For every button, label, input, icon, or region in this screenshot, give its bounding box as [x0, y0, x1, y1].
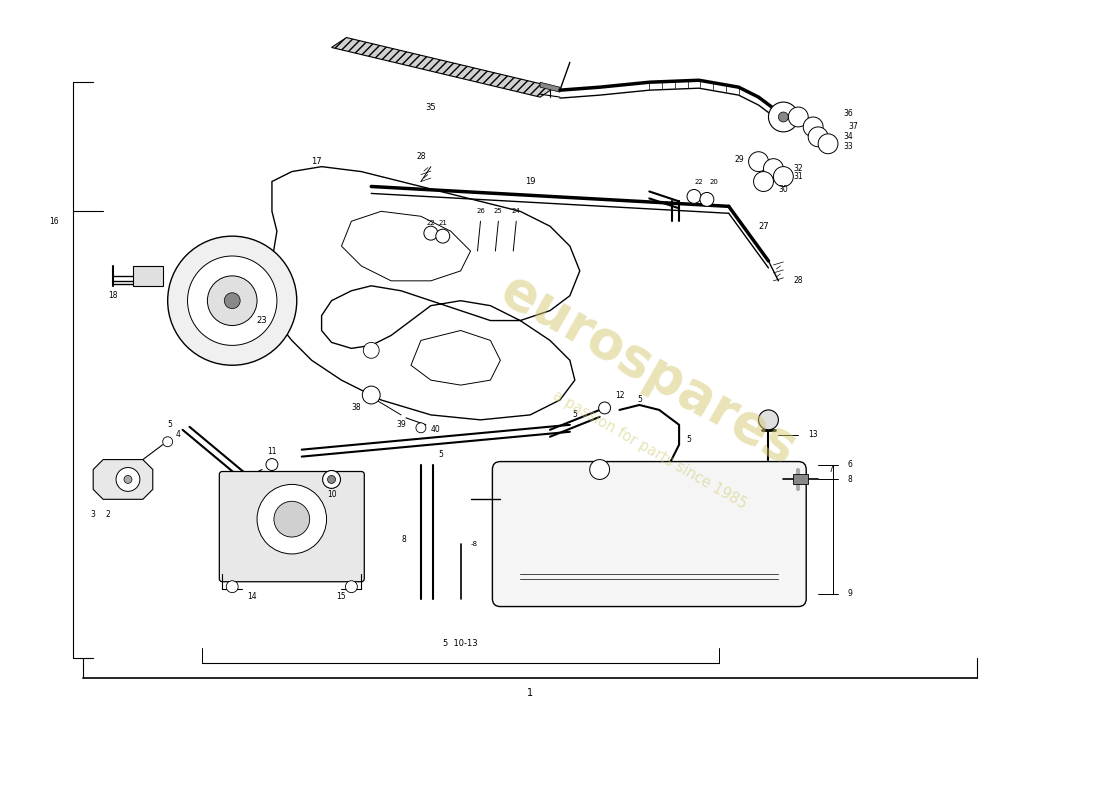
Text: 16: 16: [48, 217, 58, 226]
Circle shape: [266, 458, 278, 470]
Text: 28: 28: [416, 152, 426, 162]
Text: 18: 18: [108, 291, 118, 300]
Polygon shape: [94, 459, 153, 499]
Circle shape: [224, 293, 240, 309]
FancyBboxPatch shape: [219, 471, 364, 582]
Text: 24: 24: [512, 208, 520, 214]
Circle shape: [124, 475, 132, 483]
Circle shape: [208, 276, 257, 326]
Circle shape: [749, 152, 769, 171]
Circle shape: [328, 475, 336, 483]
Text: 7: 7: [828, 465, 833, 474]
Text: 20: 20: [710, 178, 718, 185]
Text: 14: 14: [248, 592, 257, 601]
Text: 9: 9: [848, 589, 852, 598]
Text: 3: 3: [91, 510, 96, 518]
Text: 5: 5: [572, 410, 578, 419]
Text: 17: 17: [311, 157, 322, 166]
Text: 37: 37: [848, 122, 858, 131]
FancyBboxPatch shape: [493, 462, 806, 606]
Text: 19: 19: [525, 177, 536, 186]
Circle shape: [227, 581, 239, 593]
Text: 27: 27: [758, 222, 769, 230]
Text: 30: 30: [779, 185, 789, 194]
Text: 8: 8: [402, 534, 406, 543]
Text: 32: 32: [793, 164, 803, 173]
Polygon shape: [133, 266, 163, 286]
Circle shape: [598, 402, 611, 414]
Polygon shape: [411, 330, 500, 385]
Text: 38: 38: [352, 403, 361, 413]
Circle shape: [759, 410, 779, 430]
Text: 40: 40: [431, 426, 441, 434]
Circle shape: [700, 193, 714, 206]
Text: 5: 5: [637, 395, 641, 405]
Text: 39: 39: [396, 420, 406, 430]
Text: 12: 12: [615, 390, 625, 399]
Circle shape: [274, 502, 310, 537]
Text: 8: 8: [848, 475, 852, 484]
Circle shape: [167, 236, 297, 366]
Circle shape: [803, 117, 823, 137]
Text: -8: -8: [471, 541, 477, 547]
Text: 33: 33: [843, 142, 852, 151]
Text: 26: 26: [476, 208, 485, 214]
Circle shape: [773, 166, 793, 186]
Text: 15: 15: [337, 592, 346, 601]
Polygon shape: [331, 38, 556, 97]
Circle shape: [818, 134, 838, 154]
Circle shape: [187, 256, 277, 346]
Circle shape: [769, 102, 799, 132]
Circle shape: [424, 226, 438, 240]
Text: 5: 5: [686, 435, 692, 444]
Text: 22: 22: [694, 178, 703, 185]
Circle shape: [789, 107, 808, 127]
Circle shape: [116, 467, 140, 491]
Circle shape: [416, 423, 426, 433]
Text: a passion for parts since 1985: a passion for parts since 1985: [550, 388, 749, 511]
Text: 2: 2: [106, 510, 110, 518]
Circle shape: [808, 127, 828, 146]
Circle shape: [754, 171, 773, 191]
Text: 28: 28: [793, 276, 803, 286]
Circle shape: [688, 190, 701, 203]
Circle shape: [763, 158, 783, 178]
Text: 5: 5: [168, 420, 173, 430]
Text: 13: 13: [808, 430, 817, 439]
Circle shape: [363, 342, 379, 358]
Text: 11: 11: [267, 447, 277, 456]
Text: 25: 25: [494, 208, 503, 214]
Circle shape: [362, 386, 381, 404]
Text: 5: 5: [438, 450, 443, 459]
Circle shape: [590, 459, 609, 479]
Text: 34: 34: [843, 132, 852, 142]
Text: 22: 22: [427, 220, 436, 226]
Polygon shape: [540, 82, 560, 92]
Text: 5  10-13: 5 10-13: [443, 638, 477, 648]
Text: 36: 36: [843, 110, 852, 118]
Text: 35: 35: [426, 102, 436, 111]
Text: 23: 23: [256, 316, 267, 325]
Circle shape: [436, 229, 450, 243]
Circle shape: [163, 437, 173, 446]
Circle shape: [322, 470, 341, 488]
Text: 6: 6: [848, 460, 852, 469]
Circle shape: [257, 485, 327, 554]
Circle shape: [779, 112, 789, 122]
Text: 10: 10: [327, 490, 337, 499]
Circle shape: [345, 581, 358, 593]
Text: 4: 4: [175, 430, 180, 439]
Text: 21: 21: [438, 220, 448, 226]
Text: eurospares: eurospares: [492, 265, 806, 476]
Polygon shape: [341, 211, 471, 281]
Text: 31: 31: [793, 172, 803, 181]
Text: 29: 29: [734, 155, 744, 164]
Text: 1: 1: [527, 688, 534, 698]
Polygon shape: [793, 474, 808, 485]
